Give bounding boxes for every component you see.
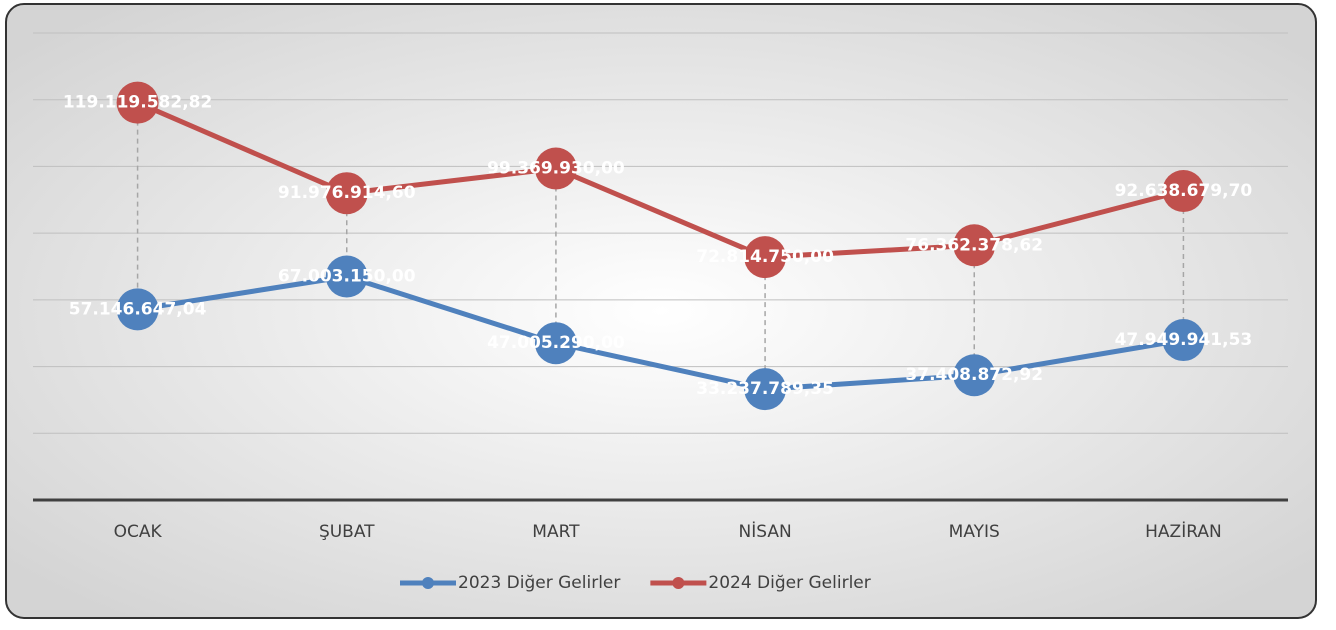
point: [1162, 169, 1205, 212]
point: [1162, 319, 1205, 362]
point: [325, 172, 368, 215]
data-label: 37.408.872,92: [905, 365, 1043, 385]
data-label: 76.362.378,62: [905, 235, 1043, 255]
data-label: 119.119.582,82: [63, 93, 213, 113]
point: [116, 81, 159, 124]
data-label: 47.949.941,53: [1115, 330, 1253, 350]
series-line: [137, 273, 1184, 392]
point: [744, 236, 787, 279]
point: [744, 368, 787, 411]
point: [953, 354, 996, 397]
point: [325, 255, 368, 298]
chart-frame: [5, 3, 1317, 619]
x-tick-label: OCAK: [114, 522, 163, 542]
legend-marker: [672, 577, 685, 589]
x-tick-label: MAYIS: [949, 522, 1000, 542]
point: [534, 147, 577, 190]
point: [116, 288, 159, 331]
data-label: 92.638.679,70: [1115, 181, 1253, 201]
data-label: 72.814.750,00: [696, 247, 834, 267]
data-label: 47.005.290,00: [487, 333, 625, 353]
legend-marker: [422, 577, 434, 589]
data-label: 91.976.914,60: [278, 183, 416, 203]
x-tick-label: HAZİRAN: [1145, 521, 1222, 542]
data-label: 99.369.930,00: [487, 159, 625, 179]
x-tick-label: NİSAN: [738, 521, 791, 542]
point: [534, 322, 577, 365]
legend-label: 2024 Diğer Gelirler: [708, 573, 870, 593]
data-label: 33.237.789,35: [696, 379, 834, 399]
data-label: 67.003.150,00: [278, 266, 416, 286]
x-tick-label: ŞUBAT: [319, 522, 375, 542]
legend-item: 2023 Diğer Gelirler: [400, 573, 620, 593]
legend-item: 2024 Diğer Gelirler: [650, 573, 871, 593]
point: [953, 224, 996, 267]
data-label: 57.146.647,04: [69, 299, 207, 319]
legend-label: 2023 Diğer Gelirler: [458, 573, 620, 593]
x-tick-label: MART: [532, 522, 580, 542]
series-line: [136, 100, 1185, 260]
